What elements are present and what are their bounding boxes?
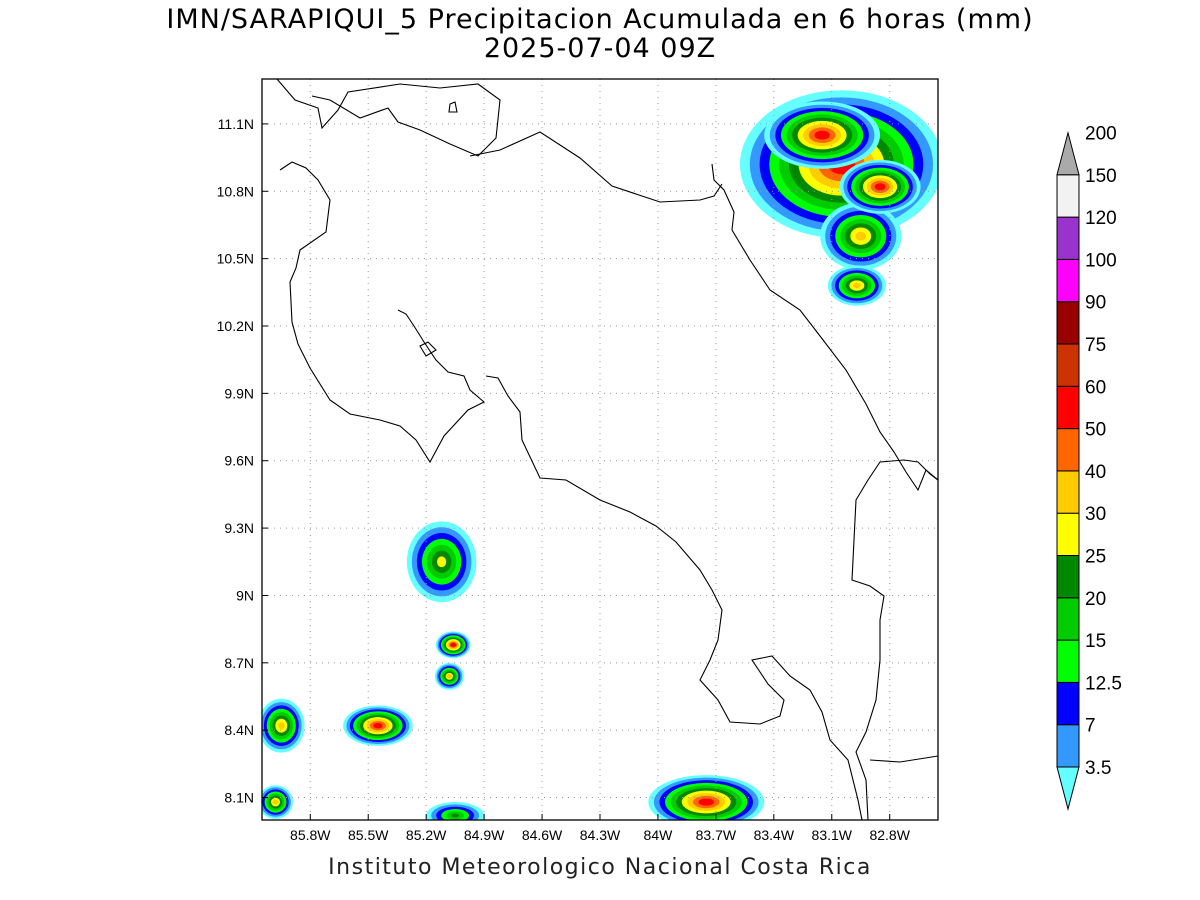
precip-cell bbox=[434, 662, 464, 690]
colorbar-label: 200 bbox=[1085, 124, 1117, 145]
lon-tick-label: 85.2W bbox=[406, 827, 447, 843]
colorbar-label: 75 bbox=[1085, 335, 1106, 356]
colorbar-legend: 3.5 7 12.5 15 20 25 30 40 50 60 75 90 100 120 150 200 bbox=[1056, 124, 1122, 811]
lat-tick-label: 9.9N bbox=[224, 385, 254, 401]
lat-tick-label: 10.5N bbox=[217, 251, 254, 267]
contour-band bbox=[436, 556, 447, 568]
contour-band bbox=[278, 722, 285, 730]
colorbar-low-arrow bbox=[1056, 766, 1080, 811]
precipitation-field bbox=[262, 90, 938, 820]
contour-band bbox=[853, 282, 861, 289]
lon-tick-label: 83.4W bbox=[754, 827, 795, 843]
lat-tick-label: 8.7N bbox=[224, 655, 254, 671]
colorbar-swatch bbox=[1056, 258, 1080, 303]
nicaragua-lake-shore bbox=[276, 79, 501, 157]
lat-tick-label: 11.1N bbox=[218, 116, 254, 132]
pacific-coast-north bbox=[279, 161, 485, 464]
colorbar-high-arrow bbox=[1056, 130, 1080, 176]
colorbar-label: 90 bbox=[1085, 293, 1106, 314]
colorbar-label: 20 bbox=[1085, 589, 1106, 610]
nicoya-gulf-island bbox=[419, 341, 437, 357]
precip-cell bbox=[406, 521, 477, 603]
lat-tick-label: 8.4N bbox=[224, 722, 254, 738]
colorbar-swatch bbox=[1056, 681, 1080, 726]
contour-band bbox=[451, 813, 460, 818]
precip-cell bbox=[764, 101, 881, 169]
colorbar-label: 30 bbox=[1085, 504, 1106, 525]
colorbar-swatch bbox=[1056, 597, 1080, 641]
panama-border bbox=[851, 459, 938, 820]
pacific-coast-central bbox=[485, 375, 863, 820]
precip-cell bbox=[435, 631, 471, 659]
colorbar-swatch bbox=[1056, 216, 1080, 260]
precip-cell bbox=[648, 775, 765, 820]
nicaragua-costa-rica-border bbox=[469, 131, 723, 203]
colorbar-swatch bbox=[1056, 174, 1080, 218]
axis-ticks: 85.8W 85.5W 85.2W 84.9W 84.6W 84.3W 84W 83.7W 83… bbox=[217, 116, 911, 843]
institution-credit: Instituto Meteorologico Nacional Costa R… bbox=[328, 855, 872, 880]
lon-tick-label: 83.1W bbox=[812, 827, 853, 843]
precip-cell bbox=[839, 159, 921, 214]
lon-tick-label: 84.3W bbox=[580, 827, 621, 843]
contour-band bbox=[450, 642, 457, 647]
contour-band bbox=[855, 231, 867, 241]
lat-tick-label: 9.6N bbox=[224, 453, 254, 469]
precip-cell bbox=[820, 202, 902, 270]
lon-tick-label: 82.8W bbox=[869, 827, 910, 843]
colorbar-label: 150 bbox=[1085, 166, 1117, 187]
lon-tick-label: 84.6W bbox=[522, 827, 563, 843]
colorbar-swatch bbox=[1056, 724, 1080, 768]
precip-cell bbox=[343, 705, 413, 746]
lat-tick-label: 9N bbox=[236, 587, 254, 603]
contour-band bbox=[373, 722, 383, 729]
lon-tick-label: 84.9W bbox=[464, 827, 505, 843]
colorbar-swatch bbox=[1056, 343, 1080, 387]
colorbar-label: 60 bbox=[1085, 377, 1106, 398]
lon-tick-label: 84W bbox=[644, 827, 674, 843]
chart-subtitle-datetime: 2025-07-04 09Z bbox=[483, 33, 717, 64]
colorbar-label: 12.5 bbox=[1085, 673, 1122, 694]
colorbar-swatch bbox=[1056, 512, 1080, 557]
colorbar-swatch bbox=[1056, 301, 1080, 345]
colorbar-label: 100 bbox=[1085, 250, 1117, 271]
colorbar-swatch bbox=[1056, 428, 1080, 472]
contour-band bbox=[874, 183, 886, 191]
colorbar-swatch bbox=[1056, 385, 1080, 430]
colorbar-swatch bbox=[1056, 639, 1080, 683]
lon-tick-label: 85.5W bbox=[348, 827, 389, 843]
contour-band bbox=[272, 799, 279, 805]
small-island bbox=[448, 101, 458, 113]
colorbar-label: 40 bbox=[1085, 462, 1106, 483]
precip-cell bbox=[262, 785, 293, 819]
caribbean-coast bbox=[711, 163, 938, 492]
lon-tick-label: 83.7W bbox=[696, 827, 737, 843]
precip-cell bbox=[827, 265, 886, 306]
precip-cell bbox=[262, 698, 305, 753]
lat-tick-label: 8.1N bbox=[224, 790, 254, 806]
lat-tick-label: 9.3N bbox=[224, 520, 254, 536]
panama-coast-south bbox=[869, 755, 938, 763]
colorbar-label: 7 bbox=[1085, 716, 1096, 737]
contour-band bbox=[814, 130, 830, 140]
colorbar-label: 3.5 bbox=[1085, 758, 1111, 779]
colorbar-swatch bbox=[1056, 470, 1080, 514]
colorbar-label: 120 bbox=[1085, 208, 1117, 229]
contour-band bbox=[446, 674, 453, 679]
colorbar-label: 50 bbox=[1085, 420, 1106, 441]
lat-tick-label: 10.2N bbox=[217, 318, 254, 334]
chart-title: IMN/SARAPIQUI_5 Precipitacion Acumulada … bbox=[166, 4, 1034, 35]
lon-tick-label: 85.8W bbox=[290, 827, 331, 843]
colorbar-label: 25 bbox=[1085, 547, 1106, 568]
lat-tick-label: 10.8N bbox=[217, 183, 254, 199]
colorbar-swatch bbox=[1056, 555, 1080, 599]
colorbar-label: 15 bbox=[1085, 631, 1106, 652]
precip-cell bbox=[426, 802, 485, 820]
contour-band bbox=[698, 798, 714, 806]
coastlines bbox=[276, 79, 938, 820]
